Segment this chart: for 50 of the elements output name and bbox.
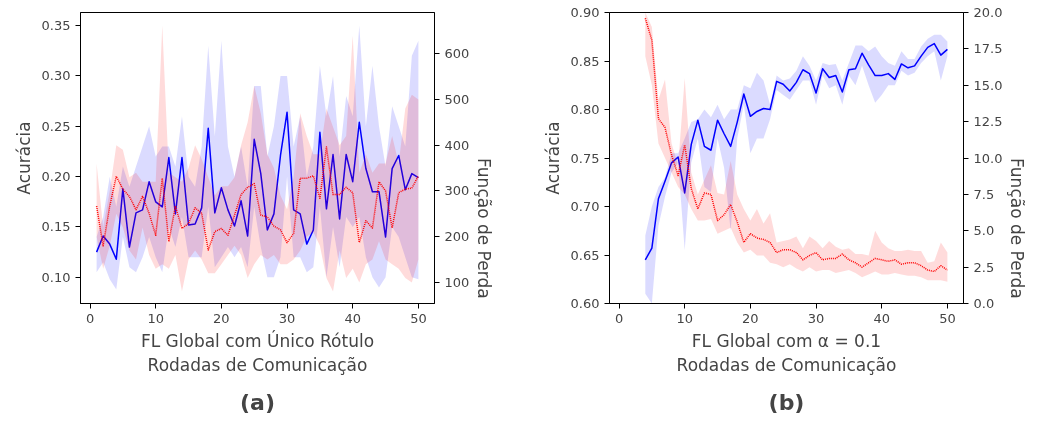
y2-axis-title: Função de Perda (474, 158, 495, 299)
x-tick-label: 0 (614, 310, 624, 326)
y-tick-label: 0.15 (41, 219, 71, 235)
x-tick-label: 50 (939, 310, 956, 326)
x-axis-title: FL Global com Único Rótulo Rodadas de Comunicação (140, 329, 375, 375)
y-tick-label: 0.10 (41, 269, 71, 285)
text: (a) (240, 389, 275, 415)
y-axis-title: Acurácia (13, 121, 34, 195)
y-tick-label: 0.80 (570, 102, 600, 117)
x-tick-label: 40 (344, 310, 362, 326)
x-tick-label: 30 (807, 310, 825, 326)
x-tick-label: 40 (873, 310, 891, 326)
y-tick-label: 0.90 (570, 5, 600, 20)
line-series (95, 111, 420, 260)
x-tick-label: 10 (147, 310, 164, 326)
y2-tick-label: 15.0 (973, 77, 1003, 93)
x-tick-label: 20 (742, 310, 759, 326)
y2-tick-label: 17.5 (973, 41, 1003, 57)
y2-tick-label: 0.0 (973, 296, 995, 311)
y-tick-label: 0.25 (41, 118, 71, 134)
y-tick-label: 0.20 (41, 169, 71, 185)
x-tick-label: 50 (410, 310, 427, 326)
y2-tick-label: 400 (444, 137, 470, 153)
y-tick-label: 0.35 (41, 18, 71, 34)
y2-tick-label: 100 (444, 274, 470, 290)
y2-tick-label: 5.0 (973, 223, 995, 239)
text: (b) (768, 389, 805, 415)
y2-tick-label: 600 (444, 46, 470, 62)
y-tick-label: 0.70 (570, 199, 600, 214)
y2-tick-label: 10.0 (973, 150, 1003, 166)
x-tick-label: 0 (85, 310, 95, 326)
x-tick-label: 30 (278, 310, 296, 326)
y2-tick-label: 20.0 (973, 5, 1003, 20)
x-axis-title: FL Global com α = 0.1 Rodadas de Comunicação (676, 330, 897, 375)
y2-axis-title: Função de Perda (1007, 158, 1028, 299)
line-series (95, 146, 420, 251)
y-tick-label: 0.60 (570, 296, 600, 311)
y-tick-label: 0.30 (41, 68, 71, 84)
y-tick-label: 0.85 (570, 53, 600, 69)
x-tick-label: 20 (213, 310, 230, 326)
y2-tick-label: 300 (444, 183, 470, 199)
y2-tick-label: 7.5 (973, 186, 995, 202)
y2-tick-label: 200 (444, 229, 470, 245)
y-axis-title: Acurácia (542, 121, 563, 195)
y2-tick-label: 12.5 (973, 114, 1003, 130)
y-tick-label: 0.75 (570, 150, 600, 166)
x-tick-label: 10 (676, 310, 693, 326)
y2-tick-label: 500 (444, 91, 470, 107)
y-tick-label: 0.65 (570, 247, 600, 263)
y2-tick-label: 2.5 (973, 259, 995, 275)
